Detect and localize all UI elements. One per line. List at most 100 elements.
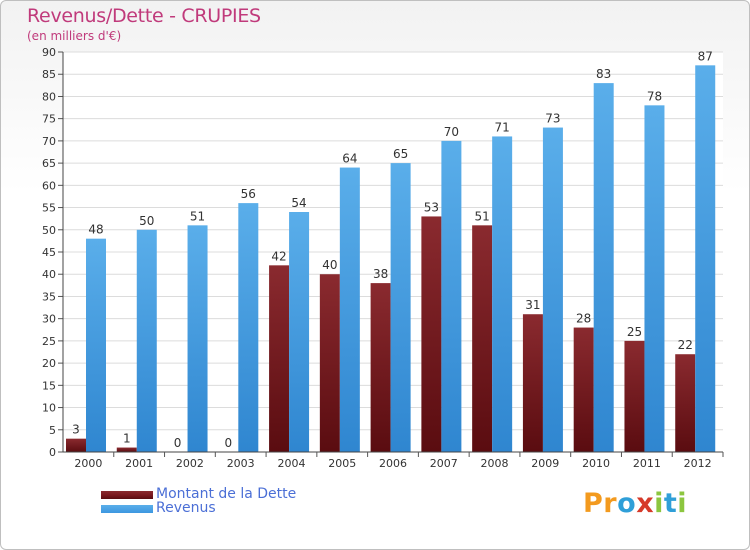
logo-letter: o [617,488,637,519]
legend-swatch-revenus [101,505,153,513]
data-label: 53 [424,200,439,214]
x-tick-label: 2005 [328,457,356,470]
x-tick-label: 2006 [379,457,407,470]
y-tick-label: 10 [42,402,56,415]
legend-label-revenus: Revenus [156,500,216,516]
data-label: 48 [88,223,103,237]
data-label: 42 [271,249,286,263]
legend-item-revenus: Revenus [101,500,421,517]
legend-item-debt: Montant de la Dette [101,486,421,503]
y-tick-label: 25 [42,335,56,348]
data-label: 31 [525,298,540,312]
data-label: 70 [444,125,459,139]
bar-dette [319,274,340,452]
y-tick-label: 35 [42,290,56,303]
bar-revenus [339,167,360,453]
data-label: 0 [224,436,232,450]
data-label: 73 [545,112,560,126]
data-label: 56 [241,187,256,201]
bar-dette [472,225,493,452]
y-tick-label: 80 [42,90,56,103]
x-tick-label: 2003 [227,457,255,470]
bar-dette [573,327,594,452]
bar-dette [370,283,391,452]
data-label: 54 [291,196,306,210]
data-label: 22 [678,338,693,352]
y-tick-label: 90 [42,46,56,59]
data-label: 50 [139,214,154,228]
data-label: 71 [495,120,510,134]
x-tick-label: 2009 [531,457,559,470]
bar-dette [675,354,696,452]
y-tick-label: 60 [42,179,56,192]
x-tick-label: 2012 [684,457,712,470]
proxiti-logo: Proxiti [583,488,687,519]
logo-letter: P [583,488,604,519]
bar-dette [66,438,86,452]
x-tick-label: 2008 [481,457,509,470]
logo-letter: t [663,488,678,519]
x-tick-label: 2007 [430,457,458,470]
chart-subtitle: (en milliers d'€) [27,29,122,43]
y-tick-label: 75 [42,113,56,126]
bar-revenus [86,238,106,452]
bar-dette [421,216,442,452]
y-tick-label: 45 [42,246,56,259]
bar-revenus [187,225,208,452]
y-tick-label: 30 [42,313,56,326]
data-label: 25 [627,325,642,339]
y-tick-label: 20 [42,357,56,370]
bar-revenus [492,136,513,452]
bar-revenus [136,229,157,452]
x-tick-label: 2004 [277,457,305,470]
logo-letter: x [636,488,655,519]
data-label: 28 [576,312,591,326]
bar-dette [522,314,543,452]
data-label: 38 [373,267,388,281]
x-tick-label: 2000 [74,457,102,470]
legend-swatch-debt [101,491,153,499]
data-label: 51 [475,209,490,223]
data-label: 1 [123,432,131,446]
bar-dette [269,265,290,452]
bar-dette [624,340,645,452]
data-label: 87 [698,49,713,63]
bar-revenus [441,140,462,452]
bar-revenus [695,65,716,452]
data-label: 64 [342,152,357,166]
bar-revenus [593,83,614,452]
data-label: 83 [596,67,611,81]
data-label: 51 [190,209,205,223]
bar-revenus [390,163,411,452]
data-label: 40 [322,258,337,272]
data-label: 3 [72,423,80,437]
bar-revenus [644,105,665,452]
logo-letter: i [677,488,688,519]
bar-revenus [542,127,563,453]
bar-dette [116,447,137,452]
x-tick-label: 2002 [176,457,204,470]
y-tick-label: 70 [42,135,56,148]
x-tick-label: 2001 [125,457,153,470]
y-tick-label: 55 [42,202,56,215]
y-tick-label: 40 [42,268,56,281]
x-tick-label: 2011 [633,457,661,470]
legend-label-debt: Montant de la Dette [156,486,297,502]
data-label: 78 [647,89,662,103]
x-tick-label: 2010 [582,457,610,470]
y-tick-label: 85 [42,68,56,81]
bar-revenus [238,203,259,452]
y-tick-label: 65 [42,157,56,170]
bar-revenus [289,212,310,452]
data-label: 65 [393,147,408,161]
y-tick-label: 5 [49,424,56,437]
chart-title: Revenus/Dette - CRUPIES [27,5,261,27]
logo-letter: i [654,488,664,519]
y-tick-label: 50 [42,224,56,237]
y-tick-label: 0 [49,446,56,459]
logo-letter: r [603,488,618,519]
y-tick-label: 15 [42,379,56,392]
data-label: 0 [174,436,182,450]
